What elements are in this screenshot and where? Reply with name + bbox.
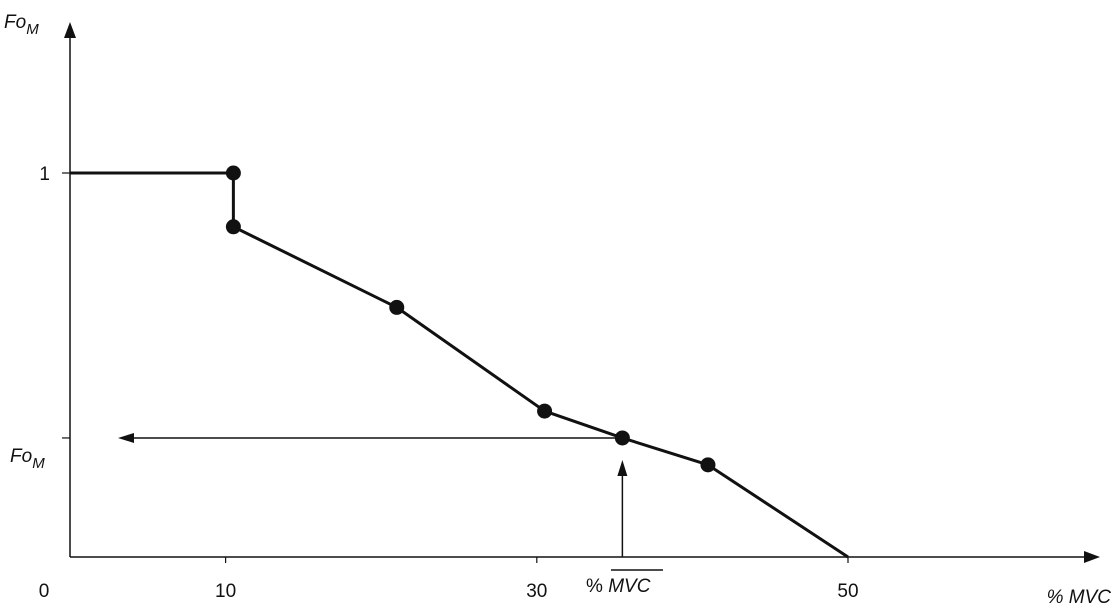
horizontal-guide-arrowhead bbox=[118, 432, 134, 443]
annotation-guides bbox=[118, 432, 628, 557]
axis-labels: FoM % MVC FoM % MVC bbox=[4, 12, 1111, 608]
x-tick-label: 50 bbox=[837, 581, 858, 602]
data-point bbox=[225, 165, 241, 181]
x-tick-label: 0 bbox=[39, 581, 50, 602]
annotation-y-label: FoM bbox=[10, 446, 45, 472]
y-tick-label: 1 bbox=[39, 164, 50, 185]
data-point bbox=[614, 430, 630, 446]
y-axis-label: FoM bbox=[4, 12, 39, 38]
data-point bbox=[537, 403, 553, 419]
data-markers bbox=[225, 165, 716, 473]
data-point bbox=[700, 457, 716, 473]
series-line bbox=[70, 171, 849, 559]
data-point bbox=[389, 299, 405, 315]
vertical-guide-arrowhead bbox=[617, 459, 628, 476]
axes: 0 10 30 50 1 bbox=[39, 22, 1100, 602]
data-series bbox=[70, 171, 849, 559]
annotation-x-label: % MVC bbox=[586, 576, 651, 597]
x-axis-label: % MVC bbox=[1047, 587, 1112, 608]
data-point bbox=[225, 219, 241, 235]
x-tick-label: 10 bbox=[215, 581, 236, 602]
x-axis-arrowhead bbox=[1084, 551, 1100, 563]
x-tick-label: 30 bbox=[526, 581, 547, 602]
y-axis-arrowhead bbox=[64, 22, 76, 38]
